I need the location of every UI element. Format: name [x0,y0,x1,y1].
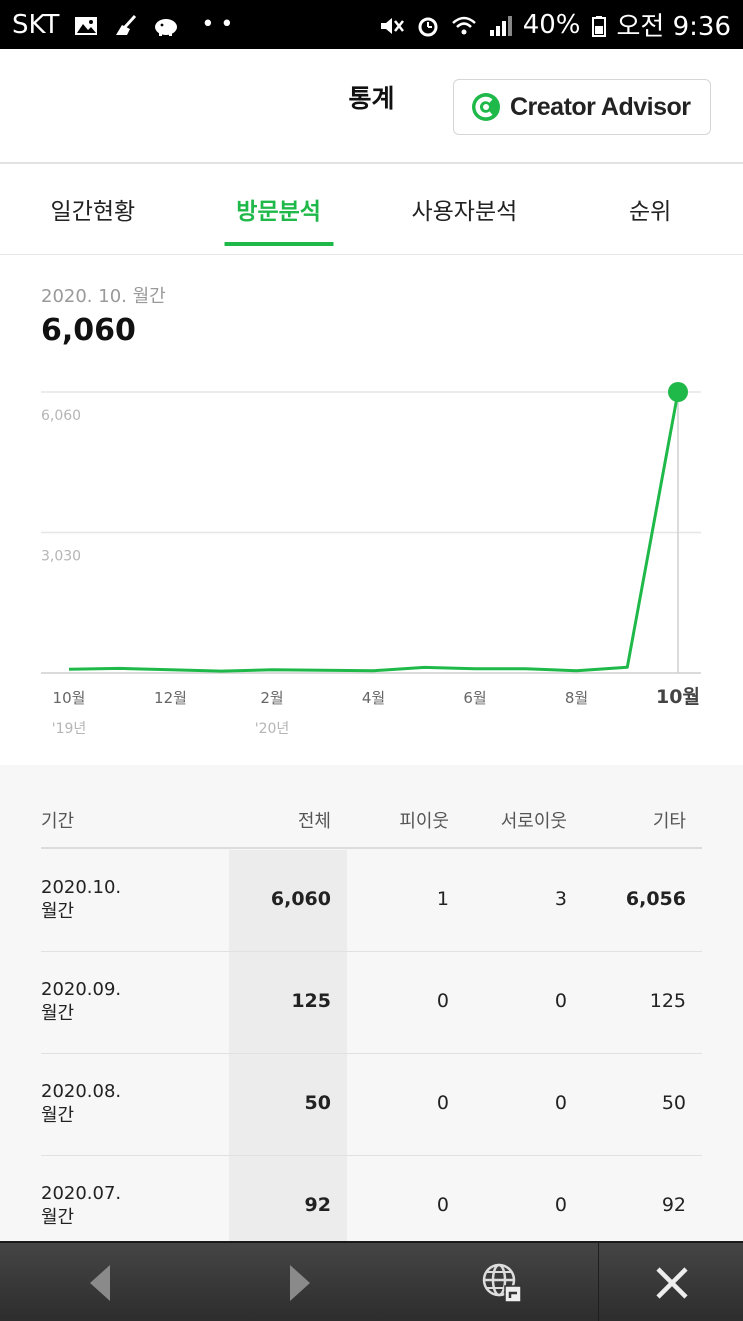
y-tick-label: 3,030 [41,549,81,565]
forward-button[interactable] [260,1243,340,1321]
row-other: 125 [649,990,686,1012]
stats-tabs: 일간현황 방문분석 사용자분석 순위 [0,164,743,255]
page-title: 통계 [348,84,395,113]
row-date-text: 2020.07. [41,1183,122,1204]
row-other: 92 [661,1194,686,1216]
mute-icon [379,14,405,36]
row-total: 125 [291,990,331,1012]
y-tick-label: 6,060 [41,408,81,424]
more-notifications-icon: •• [201,12,240,37]
clock: 오전 9:36 [616,12,732,42]
row-mutual: 3 [554,888,567,910]
row-period-text: 월간 [41,1207,75,1228]
visits-table: 기간 전체 피이웃 서로이웃 기타 2020.10. 월간 6,060 1 3 6… [0,765,743,1241]
row-neighbor: 1 [436,888,449,910]
row-date: 2020.08. 월간 [41,1080,121,1128]
visits-line-chart: 6,060 3,030 10월 '19년 12월 2월 '20년 4월 6월 8월 10월 [41,382,701,737]
row-neighbor: 0 [436,990,449,1012]
series-line [68,391,680,673]
tab-user-analysis[interactable]: 사용자분석 [372,164,558,254]
creator-advisor-logo-icon [472,93,500,121]
signal-icon [487,14,513,36]
active-tab-indicator [224,242,334,246]
x-tick-label: 10월 [656,686,700,708]
x-tick-label: 6월 [463,689,486,707]
header-mutual: 서로이웃 [500,811,567,832]
header-other: 기타 [652,811,686,832]
table-row[interactable]: 2020.09. 월간 125 0 0 125 [41,952,702,1054]
x-tick-label: 10월 [53,689,86,707]
wifi-icon [451,14,477,36]
battery-percent: 40% [522,9,581,40]
total-visits: 6,060 [41,313,136,348]
header-period: 기간 [41,811,75,832]
tab-daily[interactable]: 일간현황 [0,164,186,254]
row-period-text: 월간 [41,901,75,922]
tab-ranking[interactable]: 순위 [557,164,743,254]
row-date: 2020.07. 월간 [41,1182,121,1230]
row-period-text: 월간 [41,1105,75,1126]
table-row[interactable]: 2020.08. 월간 50 0 0 50 [41,1054,702,1156]
tab-label: 일간현황 [50,199,136,225]
piggy-icon [153,14,179,36]
tab-visit-analysis[interactable]: 방문분석 [186,164,372,254]
x-tick-label: 8월 [565,689,588,707]
row-other: 50 [661,1092,686,1114]
cleaner-icon [113,14,139,36]
close-icon [656,1267,688,1299]
tab-label: 사용자분석 [411,199,518,225]
back-arrow-icon [90,1265,110,1301]
app-header: 통계 Creator Advisor [0,49,743,164]
tab-label: 방문분석 [236,199,321,225]
x-tick-label: 12월 [154,689,187,707]
creator-advisor-button[interactable]: Creator Advisor [453,79,711,135]
x-tick-label: 4월 [362,689,385,707]
row-date-text: 2020.08. [41,1081,122,1102]
forward-arrow-icon [290,1265,310,1301]
x-tick-sublabel: '20년 [255,721,290,737]
x-tick-label: 2월 [260,689,283,707]
table-header: 기간 전체 피이웃 서로이웃 기타 [41,803,702,849]
globe-shortcut-icon [482,1263,522,1303]
table-row[interactable]: 2020.10. 월간 6,060 1 3 6,056 [41,850,702,952]
row-neighbor: 0 [436,1092,449,1114]
gallery-icon [73,14,99,36]
row-mutual: 0 [554,1092,567,1114]
row-period-text: 월간 [41,1003,75,1024]
battery-icon [591,14,607,37]
row-other: 6,056 [625,888,686,910]
row-mutual: 0 [554,990,567,1012]
period-label: 2020. 10. 월간 [41,286,166,307]
tab-label: 순위 [628,199,672,225]
total-column-highlight [229,850,347,1241]
row-mutual: 0 [554,1194,567,1216]
row-date: 2020.10. 월간 [41,876,121,924]
creator-advisor-label: Creator Advisor [510,92,691,121]
open-in-browser-button[interactable] [462,1243,542,1321]
row-total: 50 [304,1092,331,1114]
row-date-text: 2020.10. [41,877,122,898]
back-button[interactable] [60,1243,140,1321]
header-neighbor: 피이웃 [399,811,449,832]
table-row[interactable]: 2020.07. 월간 92 0 0 92 [41,1156,702,1241]
close-button[interactable] [632,1243,712,1321]
carrier-label: SKT [12,9,60,40]
row-neighbor: 0 [436,1194,449,1216]
status-bar: SKT •• 40% 오전 9:36 [0,0,743,49]
toolbar-divider [598,1243,599,1321]
alarm-icon [415,14,441,36]
browser-toolbar [0,1241,743,1321]
header-total: 전체 [297,811,331,832]
row-total: 6,060 [270,888,331,910]
row-date-text: 2020.09. [41,979,122,1000]
x-tick-sublabel: '19년 [52,721,87,737]
data-point-current [668,382,688,402]
row-date: 2020.09. 월간 [41,978,121,1026]
row-total: 92 [304,1194,331,1216]
